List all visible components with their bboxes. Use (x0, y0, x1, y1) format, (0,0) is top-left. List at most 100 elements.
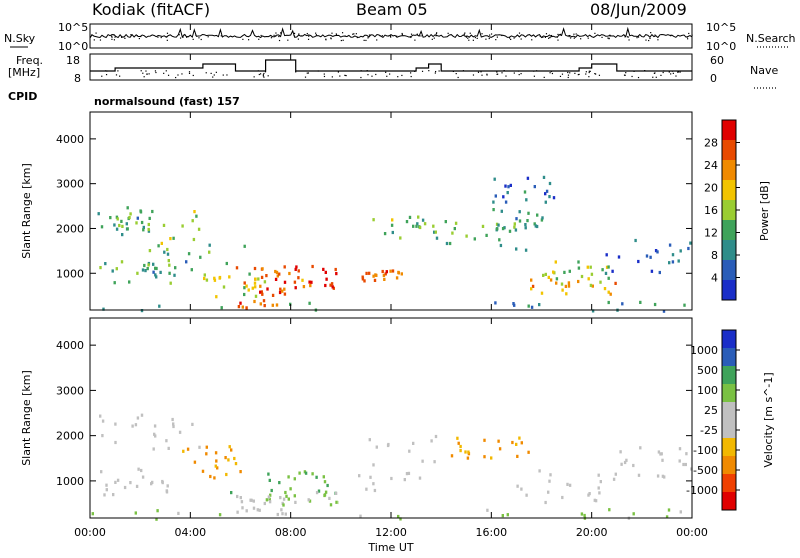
velocity-cell (252, 499, 255, 503)
nave-dot (559, 75, 562, 77)
power-cell (637, 259, 640, 264)
power-cell (254, 294, 258, 298)
power-cell (154, 266, 157, 270)
velocity-cell (114, 422, 117, 426)
velocity-cell (153, 432, 156, 436)
y-tick-label: 1000 (56, 475, 84, 488)
power-cell (548, 195, 551, 199)
velocity-cell (568, 483, 572, 487)
power-cell (540, 291, 544, 295)
power-cell (513, 222, 516, 226)
nave-dot (253, 76, 255, 78)
power-cell (260, 275, 264, 279)
nave-dot (167, 74, 170, 76)
power-cell (254, 285, 257, 289)
power-cell (309, 284, 312, 288)
nsearch-dot (410, 36, 412, 39)
nsearch-dot (569, 37, 572, 39)
nave-dot (367, 74, 369, 76)
nave-dot (143, 76, 145, 78)
nave-dot (672, 72, 674, 74)
power-cell (334, 267, 337, 272)
velocity-cell (263, 501, 266, 506)
power-cell (534, 224, 537, 228)
power-cell (683, 303, 686, 307)
nave-dot (345, 74, 347, 77)
power-cell (432, 224, 435, 228)
power-cell (518, 210, 521, 214)
power-cell (603, 287, 607, 291)
power-cell (276, 274, 279, 278)
velocity-cell (265, 498, 269, 502)
power-colorbar-tick-label: 24 (704, 159, 718, 172)
velocity-cell (198, 445, 201, 449)
power-cell (564, 284, 568, 288)
power-cell (274, 277, 278, 281)
nsearch-dot (124, 37, 126, 39)
power-cell (281, 289, 284, 293)
power-cell (97, 212, 100, 216)
freq-line (90, 59, 692, 72)
power-cell (203, 273, 206, 277)
nsearch-dot (275, 35, 277, 37)
power-colorbar-swatch (722, 280, 736, 301)
velocity-y-ticks: 1000 2000 3000 4000 (56, 339, 692, 488)
velocity-cell (580, 512, 584, 516)
nave-dot (385, 71, 387, 73)
power-panel-frame (89, 111, 693, 311)
power-cell (266, 287, 269, 291)
power-cell (563, 270, 566, 274)
velocity-cell (386, 443, 390, 448)
velocity-cell (623, 460, 627, 465)
nave-dot (569, 72, 571, 74)
power-cell (283, 292, 287, 296)
nsearch-dot (178, 34, 180, 36)
power-cell (104, 262, 107, 266)
nsearch-dot (648, 39, 650, 42)
power-cell (275, 303, 279, 307)
nsearch-dot (587, 37, 589, 39)
power-cell (361, 275, 364, 279)
power-cell (548, 181, 552, 186)
nave-dot (551, 72, 554, 75)
velocity-cell (256, 508, 259, 512)
power-cell (677, 259, 680, 263)
power-heatmap-cells (97, 112, 692, 313)
velocity-cell (483, 455, 486, 459)
velocity-cell (285, 494, 288, 498)
velocity-cell (450, 454, 454, 458)
power-cell (397, 270, 400, 274)
power-cell (325, 277, 328, 281)
velocity-cell (518, 436, 521, 440)
power-cell (193, 210, 196, 214)
nsearch-dot (390, 36, 392, 38)
power-cell (391, 269, 395, 273)
velocity-cell (418, 476, 422, 480)
nsearch-dot (301, 35, 303, 37)
nave-dot (501, 72, 503, 74)
power-cell (399, 236, 402, 240)
nave-dot (457, 76, 459, 79)
nsearch-dot (306, 32, 308, 35)
power-cell (508, 229, 512, 233)
nsearch-label: N.Search (746, 32, 796, 45)
power-cell (527, 211, 530, 215)
nsearch-dot (353, 33, 355, 35)
nave-dot (163, 72, 165, 74)
nave-dot (517, 70, 520, 72)
nave-dot (480, 71, 482, 73)
nsearch-dot (130, 34, 132, 36)
nsearch-dot (550, 34, 553, 37)
nave-dot (438, 70, 440, 72)
nave-tick-top: 60 (710, 54, 724, 67)
velocity-cell (467, 450, 470, 454)
power-cell (535, 224, 539, 229)
power-cell (135, 221, 138, 225)
beam-title: Beam 05 (356, 0, 428, 19)
power-cell (531, 284, 535, 288)
velocity-cell (369, 475, 372, 479)
velocity-ylabel: Slant Range [km] (20, 370, 33, 466)
nsearch-dot (95, 32, 97, 34)
nsearch-dot (113, 39, 116, 41)
power-cell (155, 275, 158, 279)
